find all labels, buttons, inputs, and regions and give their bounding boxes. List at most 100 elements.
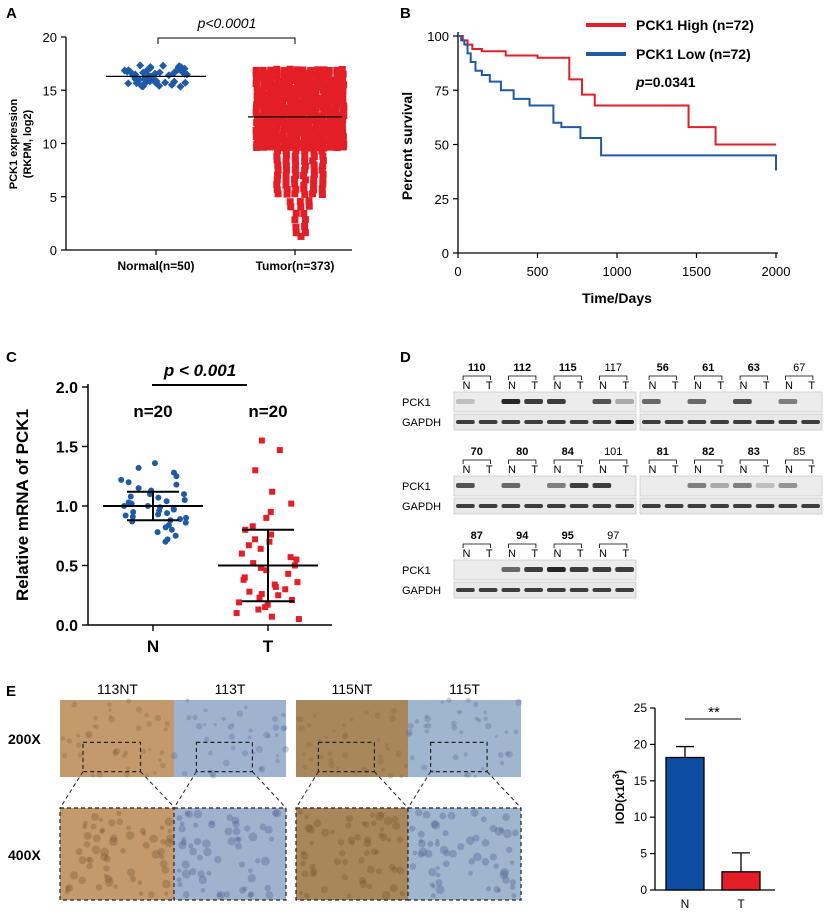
ihc-texture-dot (144, 773, 149, 777)
tumor-point (274, 166, 282, 174)
tumor-point (293, 122, 301, 130)
wb-gapdh-membrane (639, 413, 823, 431)
wb-gapdh-band (687, 504, 707, 508)
ihc-texture-dot (333, 858, 342, 866)
t-point (276, 447, 283, 454)
ihc-texture-dot (375, 868, 382, 875)
tumor-point (293, 69, 301, 77)
wb-gapdh-band (478, 588, 498, 592)
ihc-texture-dot (248, 868, 253, 873)
wb-gapdh-band (524, 504, 543, 508)
tumor-point (300, 104, 308, 112)
n-point (170, 506, 177, 513)
wb-gapdh-band (801, 420, 820, 424)
wb-gapdh-band (642, 504, 661, 508)
ihc-texture-dot (321, 828, 330, 837)
ihc-texture-dot (65, 884, 74, 892)
ihc-texture-dot (202, 839, 211, 848)
ihc-texture-dot (231, 723, 235, 727)
ihc-texture-dot (116, 818, 124, 825)
tumor-point (299, 118, 307, 126)
ihc-texture-dot (126, 825, 131, 831)
wb-lane-n: N (694, 464, 702, 476)
ihc-texture-dot (98, 817, 103, 822)
wb-sample-bracket (648, 375, 677, 380)
wb-sample-bracket (508, 543, 537, 548)
ihc-texture-dot (139, 827, 146, 834)
tumor-point (279, 144, 287, 152)
tumor-point (301, 166, 309, 174)
tumor-point (320, 91, 328, 99)
ihc-texture-dot (301, 870, 309, 878)
ihc-texture-dot (148, 747, 152, 752)
wb-lane-n: N (508, 548, 516, 560)
ihc-texture-dot (272, 809, 279, 817)
ihc-texture-dot (272, 715, 279, 722)
ihc-texture-dot (69, 871, 79, 880)
tumor-point (310, 180, 318, 188)
wb-gapdh-membrane (639, 497, 823, 515)
t-point (258, 437, 265, 444)
ihc-texture-dot (234, 836, 241, 842)
wb-sample-number: 61 (702, 362, 714, 374)
ihc-texture-dot (247, 735, 252, 740)
ihc-texture-dot (204, 736, 210, 743)
ihc-texture-dot (232, 820, 240, 828)
tumor-point (292, 94, 300, 102)
wb-sample-number: 81 (657, 446, 669, 458)
ihc-texture-dot (232, 827, 241, 836)
t-point (238, 550, 245, 557)
ihc-texture-dot (108, 716, 115, 723)
wb-gapdh-membrane (453, 497, 637, 515)
ihc-texture-dot (477, 718, 482, 723)
tumor-point (273, 94, 281, 102)
wb-sample-number: 83 (748, 446, 760, 458)
ihc-texture-dot (239, 887, 246, 894)
wb-gapdh-band (755, 420, 775, 424)
ihc-texture-dot (193, 837, 202, 846)
wb-gapdh-band (733, 504, 752, 508)
ihc-texture-dot (309, 870, 317, 878)
ihc-texture-dot (223, 891, 231, 898)
ihc-texture-dot (100, 853, 109, 862)
panel-e-ytick-label: 10 (634, 810, 648, 824)
ihc-texture-dot (399, 774, 403, 779)
tumor-point (300, 69, 308, 77)
ihc-texture-dot (515, 699, 522, 706)
ihc-row-label-200x: 200X (8, 731, 41, 747)
ihc-texture-dot (100, 847, 109, 857)
tumor-point (333, 66, 341, 74)
ihc-texture-dot (304, 814, 309, 820)
t-point (236, 599, 243, 606)
ihc-200x-image (408, 700, 521, 777)
ihc-texture-dot (378, 832, 384, 838)
panel-label-b: B (400, 5, 411, 22)
panel-e-ihc: 113NT 113T 115NT 115T 200X 400X (8, 681, 522, 901)
normal-point (142, 66, 151, 75)
tumor-point (274, 115, 282, 123)
ihc-texture-dot (391, 815, 399, 823)
tumor-point (273, 156, 281, 164)
ihc-texture-dot (409, 825, 416, 832)
ihc-texture-dot (364, 836, 371, 844)
panel-b-ylabel: Percent survival (399, 92, 415, 200)
t-point (267, 508, 274, 515)
tumor-point (300, 172, 308, 180)
wb-gapdh-band (524, 588, 543, 592)
ihc-texture-dot (203, 847, 212, 857)
tumor-point (267, 129, 275, 137)
ihc-texture-dot (418, 839, 426, 848)
wb-gapdh-band (456, 420, 475, 424)
ihc-texture-dot (244, 825, 251, 832)
ihc-texture-dot (370, 812, 376, 818)
ihc-texture-dot (342, 722, 347, 728)
ihc-texture-dot (374, 712, 381, 719)
ihc-texture-dot (234, 842, 243, 850)
ihc-texture-dot (78, 876, 87, 885)
tumor-point (319, 133, 327, 141)
tumor-point (305, 202, 313, 210)
tumor-point (260, 105, 268, 113)
ihc-texture-dot (170, 752, 178, 760)
panel-a-category-normal: Normal(n=50) (117, 259, 194, 273)
tumor-point (301, 176, 309, 184)
